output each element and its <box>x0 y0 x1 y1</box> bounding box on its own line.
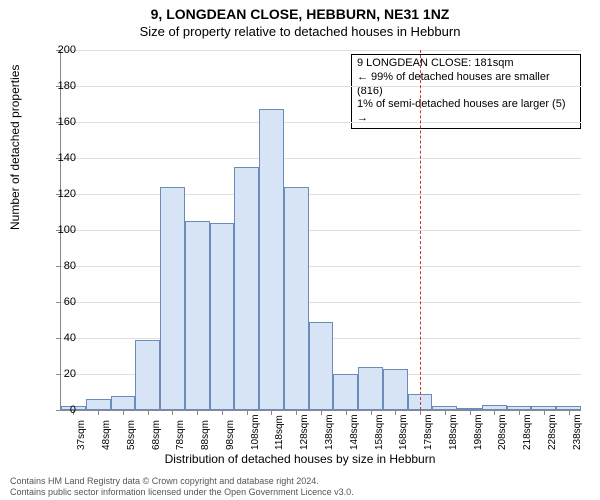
xtick-label: 238sqm <box>572 414 583 450</box>
xtick-label: 48sqm <box>101 420 112 450</box>
xtick-label: 148sqm <box>349 414 360 450</box>
xtick-mark <box>123 410 124 415</box>
xtick-mark <box>544 410 545 415</box>
xtick-mark <box>321 410 322 415</box>
plot-area: 9 LONGDEAN CLOSE: 181sqm ← 99% of detach… <box>60 50 581 411</box>
xtick-mark <box>271 410 272 415</box>
ytick-label: 60 <box>46 296 76 308</box>
xtick-mark <box>494 410 495 415</box>
gridline <box>61 230 581 231</box>
chart-container: 9, LONGDEAN CLOSE, HEBBURN, NE31 1NZ Siz… <box>0 0 600 500</box>
gridline <box>61 122 581 123</box>
annotation-box: 9 LONGDEAN CLOSE: 181sqm ← 99% of detach… <box>351 54 581 129</box>
histogram-bar <box>210 223 235 410</box>
page-subtitle: Size of property relative to detached ho… <box>0 22 600 39</box>
xtick-mark <box>346 410 347 415</box>
xtick-label: 88sqm <box>200 420 211 450</box>
xtick-mark <box>395 410 396 415</box>
histogram-bar <box>309 322 334 410</box>
xtick-mark <box>445 410 446 415</box>
xtick-mark <box>470 410 471 415</box>
histogram-bar <box>111 396 136 410</box>
gridline <box>61 50 581 51</box>
histogram-bar <box>160 187 185 410</box>
xtick-label: 128sqm <box>299 414 310 450</box>
xtick-label: 208sqm <box>497 414 508 450</box>
ytick-label: 100 <box>46 224 76 236</box>
xtick-mark <box>420 410 421 415</box>
annotation-line: 9 LONGDEAN CLOSE: 181sqm <box>357 57 575 71</box>
gridline <box>61 194 581 195</box>
ytick-label: 20 <box>46 368 76 380</box>
histogram-bar <box>135 340 160 410</box>
xtick-label: 168sqm <box>398 414 409 450</box>
xtick-label: 198sqm <box>473 414 484 450</box>
xtick-mark <box>98 410 99 415</box>
gridline <box>61 266 581 267</box>
xtick-mark <box>222 410 223 415</box>
ytick-label: 40 <box>46 332 76 344</box>
y-axis-label: Number of detached properties <box>8 65 22 230</box>
footer-line: Contains HM Land Registry data © Crown c… <box>10 476 354 487</box>
page-title: 9, LONGDEAN CLOSE, HEBBURN, NE31 1NZ <box>0 0 600 22</box>
xtick-label: 228sqm <box>547 414 558 450</box>
xtick-label: 138sqm <box>324 414 335 450</box>
xtick-label: 78sqm <box>175 420 186 450</box>
xtick-mark <box>247 410 248 415</box>
xtick-label: 58sqm <box>126 420 137 450</box>
gridline <box>61 302 581 303</box>
ytick-label: 120 <box>46 188 76 200</box>
xtick-label: 37sqm <box>76 420 87 450</box>
marker-line <box>420 50 421 410</box>
xtick-mark <box>569 410 570 415</box>
xtick-label: 218sqm <box>522 414 533 450</box>
histogram-bar <box>259 109 284 410</box>
xtick-label: 178sqm <box>423 414 434 450</box>
xtick-label: 188sqm <box>448 414 459 450</box>
footer-attribution: Contains HM Land Registry data © Crown c… <box>10 476 354 498</box>
xtick-mark <box>148 410 149 415</box>
xtick-label: 108sqm <box>250 414 261 450</box>
ytick-label: 160 <box>46 116 76 128</box>
xtick-label: 118sqm <box>274 415 285 450</box>
histogram-bar <box>358 367 383 410</box>
ytick-label: 180 <box>46 80 76 92</box>
ytick-label: 140 <box>46 152 76 164</box>
xtick-label: 98sqm <box>225 420 236 450</box>
xtick-mark <box>371 410 372 415</box>
xtick-mark <box>296 410 297 415</box>
histogram-bar <box>86 399 111 410</box>
xtick-label: 68sqm <box>151 420 162 450</box>
x-axis-label: Distribution of detached houses by size … <box>0 452 600 466</box>
ytick-label: 80 <box>46 260 76 272</box>
histogram-bar <box>234 167 259 410</box>
histogram-bar <box>284 187 309 410</box>
ytick-label: 200 <box>46 44 76 56</box>
xtick-mark <box>197 410 198 415</box>
xtick-label: 158sqm <box>374 414 385 450</box>
histogram-bar <box>333 374 358 410</box>
footer-line: Contains public sector information licen… <box>10 487 354 498</box>
ytick-label: 0 <box>46 404 76 416</box>
gridline <box>61 158 581 159</box>
xtick-mark <box>172 410 173 415</box>
histogram-bar <box>185 221 210 410</box>
annotation-line: ← 99% of detached houses are smaller (81… <box>357 71 575 99</box>
xtick-mark <box>519 410 520 415</box>
histogram-bar <box>383 369 408 410</box>
gridline <box>61 86 581 87</box>
